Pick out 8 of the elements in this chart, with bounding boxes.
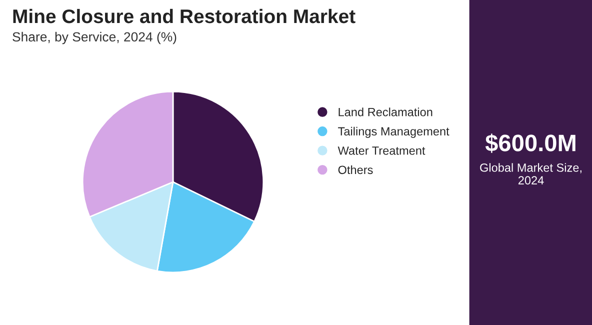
legend-label: Land Reclamation: [338, 108, 432, 116]
legend-label: Tailings Management: [338, 126, 450, 138]
text: Global Market Size, 2024: [480, 163, 582, 185]
legend-label: Water Treatment: [338, 146, 426, 155]
chart-subtitle: Share, by Service, 2024 (%): [12, 32, 176, 44]
legend-label: Others: [338, 165, 373, 174]
chart-title: Mine Closure and Restoration Market: [13, 8, 356, 24]
text: $600.0M: [485, 134, 576, 153]
